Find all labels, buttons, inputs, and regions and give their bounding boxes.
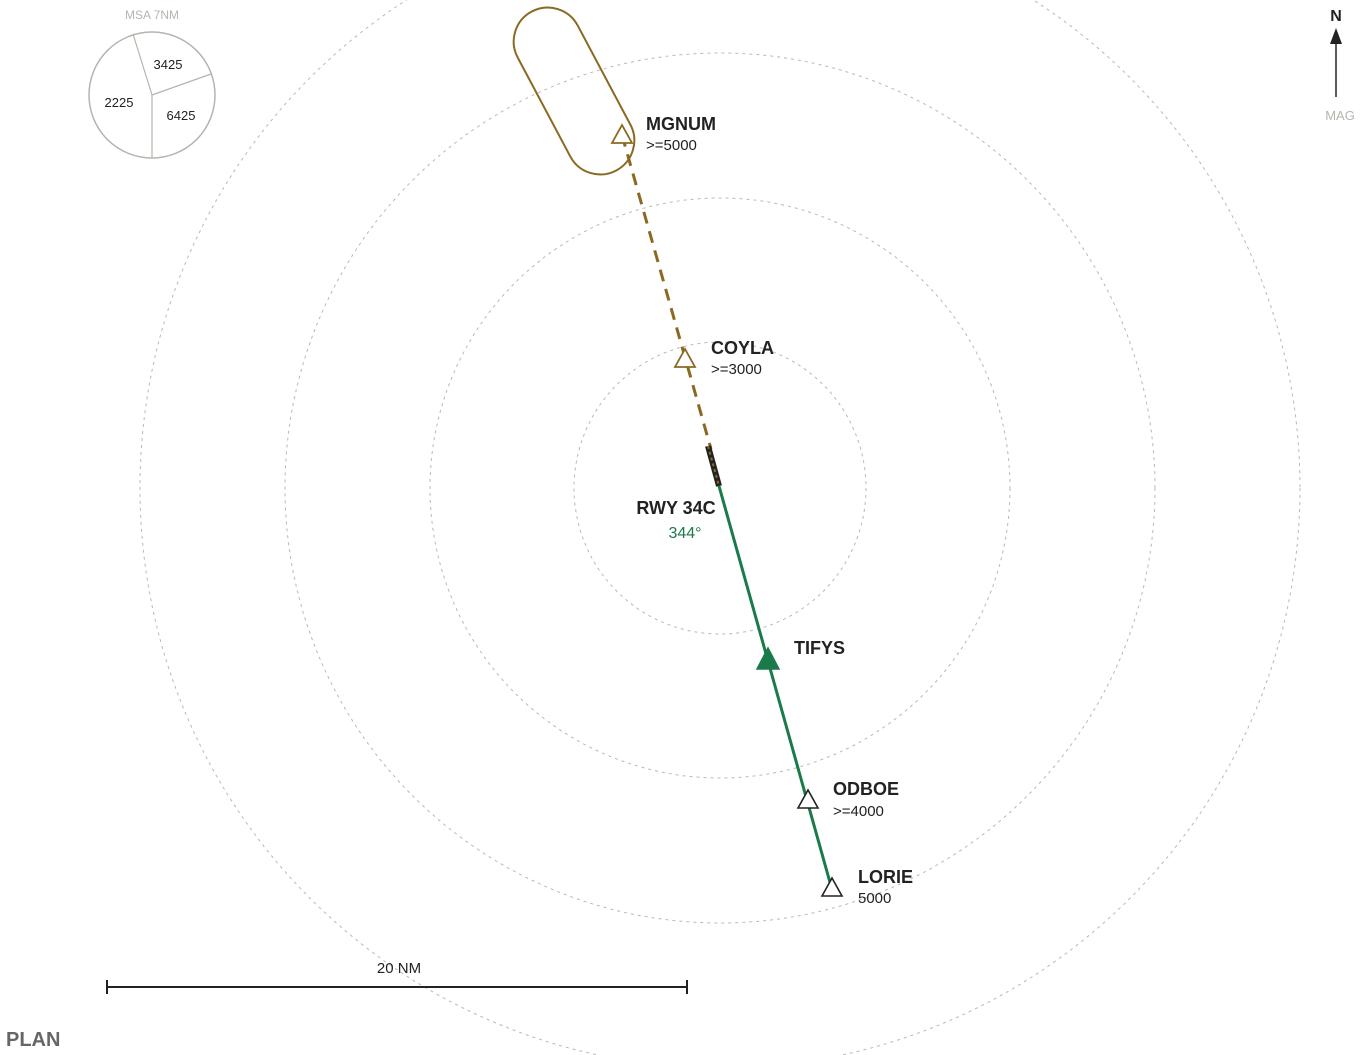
range-ring-2 [429,197,1011,779]
final-approach-fix-icon [755,646,781,670]
range-ring-3 [284,52,1156,924]
runway-course: 344° [668,525,701,542]
waypoint-name: LORIE [858,867,913,887]
range-rings [139,0,1301,1055]
waypoint-altitude: 5000 [858,890,891,907]
north-letter: N [1330,8,1342,25]
runway-label-group: RWY 34C 344° [636,498,715,542]
waypoint-mgnum: MGNUM >=5000 [610,114,716,154]
waypoint-lorie: LORIE 5000 [820,867,913,907]
waypoint-coyla: COYLA >=3000 [673,338,774,378]
msa-sector-altitude: 6425 [167,108,196,123]
msa-diagram: MSA 7NM 3425 2225 6425 [88,8,216,159]
msa-sector-divider [151,73,212,96]
waypoint-triangle-icon [796,788,820,809]
north-arrow-icon: N MAG [1325,8,1355,123]
view-label: PLAN [6,1029,60,1051]
mag-label: MAG [1325,108,1355,123]
missed-approach-path [620,134,713,450]
scale-bar: 20 NM [106,960,688,994]
msa-sector-altitude: 2225 [105,95,134,110]
range-ring-1 [573,341,867,635]
final-approach-path [717,485,833,887]
waypoint-altitude: >=5000 [646,137,697,154]
waypoint-triangle-icon [820,876,844,897]
runway-label: RWY 34C [636,498,715,518]
waypoint-triangle-icon [673,347,697,368]
waypoint-odboe: ODBOE >=4000 [796,779,899,820]
waypoint-name: MGNUM [646,114,716,134]
scale-label: 20 NM [377,960,421,977]
waypoint-name: ODBOE [833,779,899,799]
msa-title: MSA 7NM [125,8,179,22]
waypoint-name: TIFYS [794,638,845,658]
waypoint-name: COYLA [711,338,774,358]
waypoint-tifys: TIFYS [755,638,845,670]
holding-pattern-icon [512,6,636,176]
waypoint-triangle-icon [610,123,634,144]
waypoint-altitude: >=4000 [833,803,884,820]
range-ring-4 [139,0,1301,1055]
waypoint-altitude: >=3000 [711,361,762,378]
msa-sector-divider [132,33,153,96]
msa-sector-altitude: 3425 [154,57,183,72]
